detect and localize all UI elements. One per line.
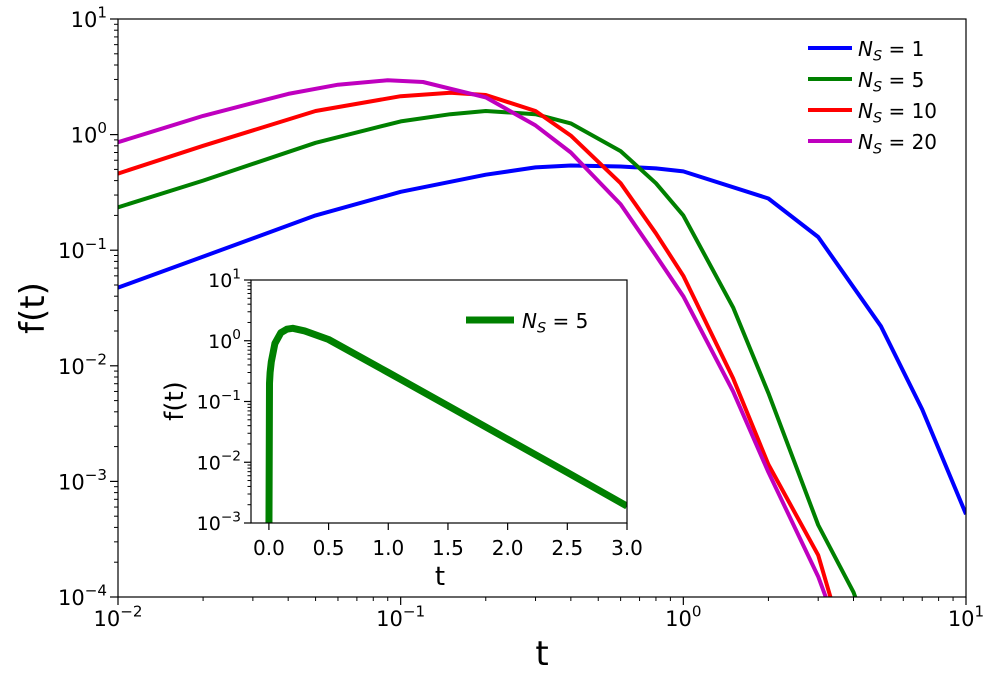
inset-y-tick-label-base: 10	[197, 513, 221, 535]
inset-x-tick-label: 2.5	[551, 536, 583, 560]
main-y-tick-label: 10−3	[58, 466, 107, 494]
inset-x-tick-label: 0.0	[253, 536, 285, 560]
main-x-tick-label-exp: −1	[403, 603, 425, 621]
main-legend-label-3: NS = 10	[858, 99, 937, 126]
main-y-tick-label-exp: 1	[97, 4, 107, 22]
inset-y-tick-label: 100	[208, 327, 241, 353]
main-legend-label-1: NS = 1	[858, 37, 924, 64]
main-series-line-1	[118, 163, 966, 515]
main-y-tick-label-base: 10	[71, 8, 98, 32]
main-legend-label-4: NS = 20	[858, 130, 937, 157]
main-y-tick-label-exp: −3	[85, 466, 107, 484]
inset-series-group	[265, 324, 627, 523]
main-x-tick-label: 100	[665, 603, 701, 631]
main-x-tick-label-base: 10	[948, 607, 975, 631]
main-y-tick-label: 10−2	[58, 350, 107, 378]
main-x-tick-label-base: 10	[665, 607, 692, 631]
main-series-group	[118, 78, 966, 597]
main-legend-label-4-main: N	[858, 130, 873, 154]
main-y-tick-label-base: 10	[58, 239, 85, 263]
main-x-tick-label: 10−2	[93, 603, 142, 631]
main-y-tick-label-exp: −4	[85, 582, 107, 600]
inset-x-tick-label: 2.0	[492, 536, 524, 560]
main-y-tick-label-exp: −2	[85, 350, 107, 368]
inset-y-tick-label: 101	[208, 266, 241, 292]
inset-y-tick-label: 10−2	[197, 449, 241, 475]
main-x-tick-label-base: 10	[376, 607, 403, 631]
main-legend-label-1-sub: S	[873, 48, 882, 64]
main-legend-label-4-sub: S	[873, 141, 882, 157]
main-y-tick-label-base: 10	[71, 124, 98, 148]
inset-y-tick-label: 10−3	[197, 509, 241, 535]
main-x-axis-label: t	[535, 634, 548, 674]
inset-x-tick-label: 3.0	[611, 536, 643, 560]
main-series-line-3	[118, 90, 833, 597]
main-y-tick-label-base: 10	[58, 470, 85, 494]
main-legend-label-3-main: N	[858, 99, 873, 123]
inset-series-line-1	[265, 324, 627, 523]
inset-legend-label-1-main: N	[522, 309, 537, 333]
main-y-tick-label-base: 10	[58, 586, 85, 610]
main-y-tick-label: 10−1	[58, 235, 107, 263]
inset-x-tick-label: 1.0	[372, 536, 404, 560]
inset-legend-label-1-sub: S	[537, 320, 546, 336]
main-series-line-2	[118, 109, 858, 597]
main-y-axis-label: f(t)	[13, 282, 53, 334]
main-x-tick-label-exp: 0	[692, 603, 702, 621]
main-x-tick-label: 10−1	[376, 603, 425, 631]
main-x-tick-label-base: 10	[93, 607, 120, 631]
inset-x-axis-label: t	[435, 562, 445, 592]
inset-legend-label-1: NS = 5	[522, 309, 588, 336]
main-legend-label-3-sub: S	[873, 110, 882, 126]
main-legend-label-4-rest: = 20	[882, 130, 937, 154]
inset-y-tick-label-exp: −2	[221, 449, 241, 465]
inset-x-tick-label: 1.5	[432, 536, 464, 560]
inset-y-tick-label-base: 10	[197, 392, 221, 414]
inset-legend: NS = 5	[466, 309, 588, 336]
inset-legend-label-1-rest: = 5	[546, 309, 588, 333]
inset-y-tick-label-base: 10	[208, 331, 232, 353]
main-y-tick-label: 100	[71, 119, 107, 147]
main-legend-label-2-rest: = 5	[882, 68, 924, 92]
inset-y-tick-label-exp: −3	[221, 509, 241, 525]
main-legend-label-2-main: N	[858, 68, 873, 92]
inset-y-tick-label-exp: 1	[232, 266, 241, 282]
inset-y-axis-label: f(t)	[160, 381, 190, 421]
inset-x-tick-label: 0.5	[313, 536, 345, 560]
main-legend-label-1-rest: = 1	[882, 37, 924, 61]
main-legend-label-3-rest: = 10	[882, 99, 937, 123]
inset-y-tick-label-exp: −1	[221, 388, 241, 404]
inset-y-tick-label: 10−1	[197, 388, 241, 414]
main-y-tick-label-base: 10	[58, 355, 85, 379]
main-x-tick-label: 101	[948, 603, 984, 631]
main-legend-label-2: NS = 5	[858, 68, 924, 95]
main-y-tick-label: 10−4	[58, 582, 107, 610]
inset-y-tick-label-exp: 0	[232, 327, 241, 343]
main-x-tick-label-exp: −2	[120, 603, 142, 621]
main-series-line-4	[118, 78, 828, 597]
main-legend-label-1-main: N	[858, 37, 873, 61]
main-plot-frame	[117, 18, 967, 598]
main-y-tick-label: 101	[71, 4, 107, 32]
inset-y-tick-label-base: 10	[208, 270, 232, 292]
inset-y-tick-label-base: 10	[197, 452, 221, 474]
main-y-tick-label-exp: −1	[85, 235, 107, 253]
main-y-tick-label-exp: 0	[97, 119, 107, 137]
main-x-tick-label-exp: 1	[975, 603, 985, 621]
main-legend-label-2-sub: S	[873, 79, 882, 95]
